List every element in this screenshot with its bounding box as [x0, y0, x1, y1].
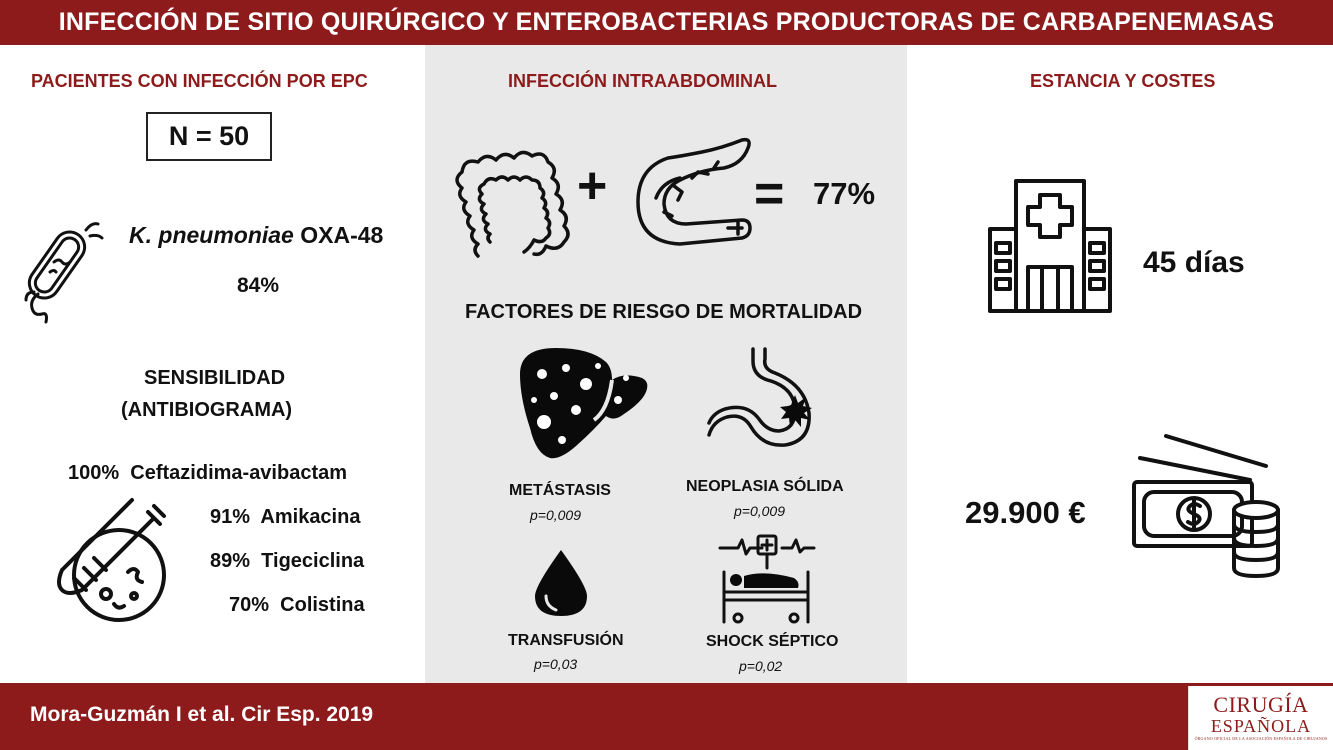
citation: Mora-Guzmán I et al. Cir Esp. 2019: [30, 703, 374, 726]
organism-name: K. pneumoniae OXA-48: [129, 222, 383, 249]
middle-panel: [425, 45, 907, 683]
intraabdominal-percentage: 77%: [813, 176, 876, 211]
page-title: INFECCIÓN DE SITIO QUIRÚRGICO Y ENTEROBA…: [58, 8, 1275, 36]
risk-factor-label: NEOPLASIA SÓLIDA: [686, 478, 844, 495]
risk-factor-pvalue: p=0,02: [739, 658, 783, 674]
risk-factor-pvalue: p=0,009: [734, 503, 785, 519]
sensitivity-row: 91% Amikacina: [210, 506, 360, 529]
bacterium-icon: [24, 222, 104, 324]
page-title-bar: INFECCIÓN DE SITIO QUIRÚRGICO Y ENTEROBA…: [0, 0, 1333, 45]
risk-factor-label: TRANSFUSIÓN: [508, 632, 624, 649]
sensitivity-title-line1: SENSIBILIDAD: [144, 367, 286, 389]
sensitivity-title-line2: (ANTIBIOGRAMA): [121, 399, 293, 421]
equals-sign: =: [754, 165, 785, 223]
sensitivity-row: 89% Tigeciclina: [210, 550, 364, 573]
stomach-tumor-icon: [707, 347, 812, 447]
sensitivity-pct: 70%: [229, 594, 270, 616]
journal-logo: CIRUGÍA ESPAÑOLA ÓRGANO OFICIAL DE LA AS…: [1188, 686, 1333, 750]
blood-drop-icon: [535, 550, 587, 616]
n-count: N = 50: [168, 121, 250, 151]
sensitivity-pct: 91%: [210, 506, 251, 528]
sensitivity-row: 100% Ceftazidima-avibactam: [68, 462, 347, 485]
logo-line1: CIRUGÍA: [1213, 692, 1309, 717]
sensitivity-row: 70% Colistina: [229, 594, 365, 617]
left-section-title: PACIENTES CON INFECCIÓN POR EPC: [31, 71, 368, 91]
logo-line3: ÓRGANO OFICIAL DE LA ASOCIACIÓN ESPAÑOLA…: [1194, 736, 1328, 741]
plus-sign: +: [577, 157, 608, 215]
risk-factor-label: METÁSTASIS: [509, 482, 611, 499]
petri-dish-pipette-icon: [57, 498, 166, 622]
hospital-stay: 45 días: [1143, 246, 1245, 279]
organism-italic: K. pneumoniae: [129, 222, 294, 248]
liver-metastasis-icon: [520, 348, 648, 459]
hospital-building-icon: [988, 179, 1112, 313]
risk-factor-pvalue: p=0,03: [534, 656, 578, 672]
logo-line2: ESPAÑOLA: [1210, 716, 1312, 736]
pancreas-icon: [636, 137, 752, 246]
sensitivity-drug: Amikacina: [260, 506, 361, 528]
middle-section-title: INFECCIÓN INTRAABDOMINAL: [508, 71, 777, 91]
sensitivity-pct: 100%: [68, 462, 120, 484]
total-cost: 29.900 €: [965, 495, 1086, 530]
sensitivity-pct: 89%: [210, 550, 251, 572]
sensitivity-drug: Tigeciclina: [261, 550, 365, 572]
hospital-bed-monitor-icon: [718, 534, 816, 624]
sensitivity-drug: Ceftazidima-avibactam: [130, 462, 348, 484]
footer-bar: Mora-Guzmán I et al. Cir Esp. 2019: [0, 683, 1333, 750]
colon-icon: [455, 150, 570, 258]
risk-factor-label: SHOCK SÉPTICO: [706, 633, 839, 650]
organism-type: OXA-48: [300, 222, 384, 248]
risk-factor-pvalue: p=0,009: [530, 507, 581, 523]
sensitivity-drug: Colistina: [280, 594, 365, 616]
money-cash-coins-icon: [1132, 434, 1280, 578]
right-section-title: ESTANCIA Y COSTES: [1030, 71, 1216, 91]
organism-percentage: 84%: [237, 274, 280, 297]
risk-factors-title: FACTORES DE RIESGO DE MORTALIDAD: [465, 301, 863, 323]
n-count-box: N = 50: [146, 112, 272, 161]
